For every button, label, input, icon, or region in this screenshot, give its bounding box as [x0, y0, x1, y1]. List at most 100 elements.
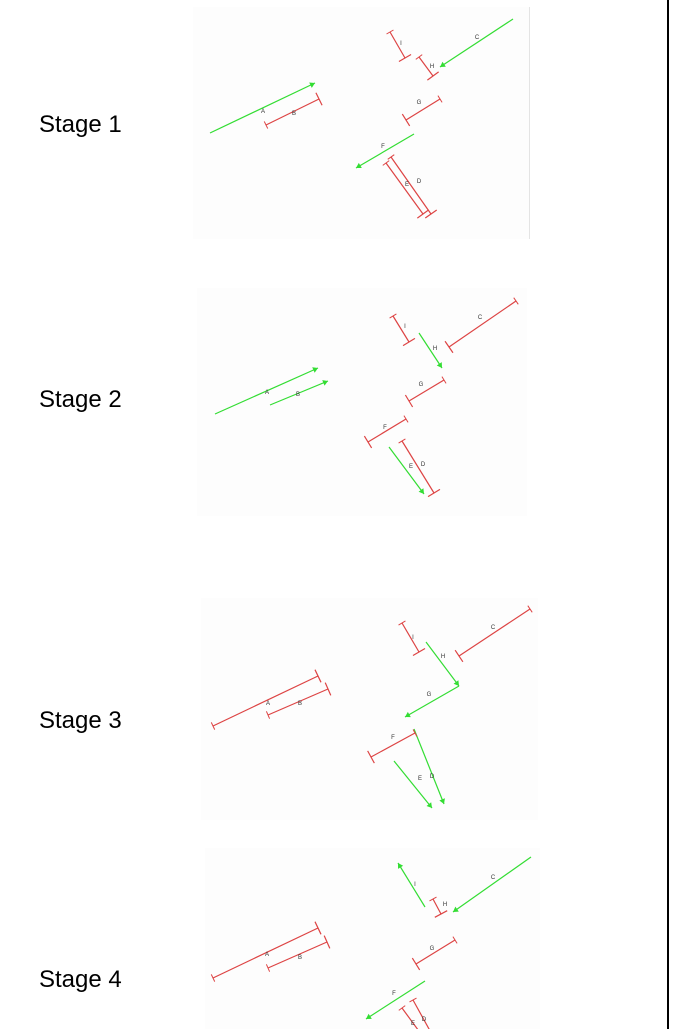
stage-2-movement-b-arrowhead	[322, 380, 328, 386]
stage-4-movement-b-stop-bar	[323, 935, 331, 949]
stage-4-movement-a-label: A	[265, 952, 269, 958]
stage-4-movement-g: G	[411, 936, 458, 971]
stage-4-movement-g-stop-bar	[411, 957, 421, 971]
stage-1-movement-c-label: C	[475, 35, 480, 41]
stage-2-movement-e: E	[388, 446, 425, 495]
stage-2-movement-i: I	[389, 313, 416, 347]
stage-2-movement-b-label: B	[296, 392, 300, 398]
stage-4-movement-b-line	[267, 941, 328, 969]
stage-2-movement-g: G	[404, 376, 447, 408]
stage-4-movement-h: H	[429, 896, 448, 918]
stage-2-movement-g-end-bar	[441, 376, 447, 384]
stage-2-movement-c: C	[444, 297, 519, 354]
stage-4-movement-a-end-bar	[210, 974, 216, 982]
stage-3-movement-f: F	[367, 729, 418, 764]
stage-4-movement-f-label: F	[392, 991, 396, 997]
stage-2-movement-h-line	[418, 332, 443, 369]
stage-1-movement-h-end-bar	[415, 54, 423, 60]
stage-4-movement-f: F	[365, 980, 426, 1020]
stage-4-movement-d-label: D	[422, 1017, 427, 1023]
stage-4-movement-b-label: B	[298, 955, 302, 961]
stage-2-movement-g-stop-bar	[404, 394, 414, 408]
stage-2-movement-h-arrowhead	[436, 362, 442, 368]
stage-4-movement-e: E	[398, 1005, 419, 1029]
page-right-border	[667, 0, 669, 1029]
stage-3-movement-d-line	[413, 728, 445, 805]
stage-1-movement-g-line	[405, 98, 441, 121]
stage-4-movement-g-end-bar	[452, 936, 458, 944]
stage-1-movement-e-line	[385, 162, 424, 215]
stage-3-movement-c-end-bar	[527, 605, 533, 613]
stage-2-movement-d: D	[398, 438, 441, 498]
stage-1-movement-d-end-bar	[387, 154, 395, 160]
stage-1-movement-h-label: H	[430, 64, 434, 70]
stage-3-movement-a: A	[210, 669, 322, 730]
stage-2-movement-f: F	[363, 415, 409, 449]
stage-3-movement-h-label: H	[441, 654, 445, 660]
stage-1-movement-g-label: G	[417, 100, 422, 106]
stage-2-movement-h-label: H	[433, 346, 437, 352]
stage-1-movement-d-stop-bar	[424, 209, 438, 219]
stage-1-movement-d: D	[387, 154, 438, 219]
stage-1-movement-b-stop-bar	[315, 92, 323, 106]
stage-4-label: Stage 4	[39, 966, 122, 993]
stage-1-phasing-svg: A B C D E F G H I	[209, 18, 514, 219]
stage-3-movement-a-end-bar	[210, 722, 216, 730]
stage-4-movement-i-arrowhead	[398, 863, 404, 869]
stage-4-movement-d-line	[412, 999, 430, 1029]
stage-3-movement-i-label: I	[412, 635, 414, 641]
stage-2-movement-d-label: D	[421, 462, 426, 468]
stage-4-movement-b-end-bar	[265, 964, 271, 972]
stage-1-movement-g: G	[401, 95, 443, 127]
stage-2-movement-d-end-bar	[398, 438, 406, 444]
stage-2-movement-f-line	[367, 418, 407, 443]
stage-1-movement-i-end-bar	[386, 29, 394, 35]
stage-4-movement-e-line	[401, 1007, 419, 1029]
stage-4-movement-f-arrowhead	[366, 1013, 372, 1019]
stage-3-movement-c-stop-bar	[454, 649, 464, 663]
stage-2-label: Stage 2	[39, 386, 122, 413]
stage-2-movement-g-label: G	[419, 382, 424, 388]
stage-3-label: Stage 3	[39, 707, 122, 734]
stage-4-movement-d-end-bar	[409, 997, 417, 1003]
stage-1-movement-c: C	[439, 18, 514, 68]
stage-4-movement-h-label: H	[443, 902, 447, 908]
stage-2-movement-c-line	[448, 300, 517, 348]
stage-4-movement-c: C	[452, 856, 532, 913]
stage-4-movement-a-stop-bar	[314, 921, 322, 935]
stage-3-movement-f-line	[370, 732, 416, 758]
stage-4-movement-i-label: I	[414, 882, 416, 888]
stage-3-movement-b: B	[265, 682, 332, 719]
stage-1-movement-g-stop-bar	[401, 113, 411, 127]
stage-3-movement-a-stop-bar	[314, 669, 322, 683]
stage-3-movement-h: H	[425, 641, 460, 687]
stage-3-movement-i-end-bar	[398, 620, 406, 626]
stage-2-movement-a-label: A	[265, 390, 269, 396]
stage-3-movement-d: D	[413, 728, 445, 805]
stage-1-movement-a-line	[209, 82, 316, 134]
stage-1-label: Stage 1	[39, 111, 122, 138]
stage-3-movement-g: G	[404, 685, 460, 718]
stage-3-movement-d-arrowhead	[439, 798, 445, 804]
stage-2-movement-e-arrowhead	[418, 488, 424, 494]
stage-3-movement-e-label: E	[418, 776, 422, 782]
stage-2-phasing-svg: A B C D E F G H I	[214, 297, 519, 498]
stage-3-movement-e: E	[393, 760, 433, 809]
stage-3-movement-b-label: B	[298, 701, 302, 707]
stage-1-movement-f-arrowhead	[356, 162, 362, 169]
stage-2-movement-d-stop-bar	[427, 488, 441, 498]
stage-4-movement-e-end-bar	[398, 1005, 406, 1011]
stage-2-movement-b: B	[269, 380, 329, 406]
stage-1-diagram: A B C D E F G H I	[193, 7, 530, 239]
stage-1-movement-i: I	[386, 29, 412, 63]
stage-4-movement-h-stop-bar	[434, 910, 448, 918]
stage-2-movement-f-label: F	[383, 425, 387, 431]
stage-3-movement-f-end-bar	[412, 729, 418, 737]
stage-2-movement-g-line	[408, 379, 445, 402]
stage-1-movement-d-line	[390, 156, 432, 215]
stage-1-movement-b-line	[265, 98, 320, 126]
stage-3-phasing-svg: A B C D E F G H I	[210, 605, 533, 809]
stage-1-movement-c-line	[439, 18, 514, 68]
stage-2-movement-h: H	[418, 332, 443, 369]
stage-3-movement-a-line	[212, 675, 319, 727]
